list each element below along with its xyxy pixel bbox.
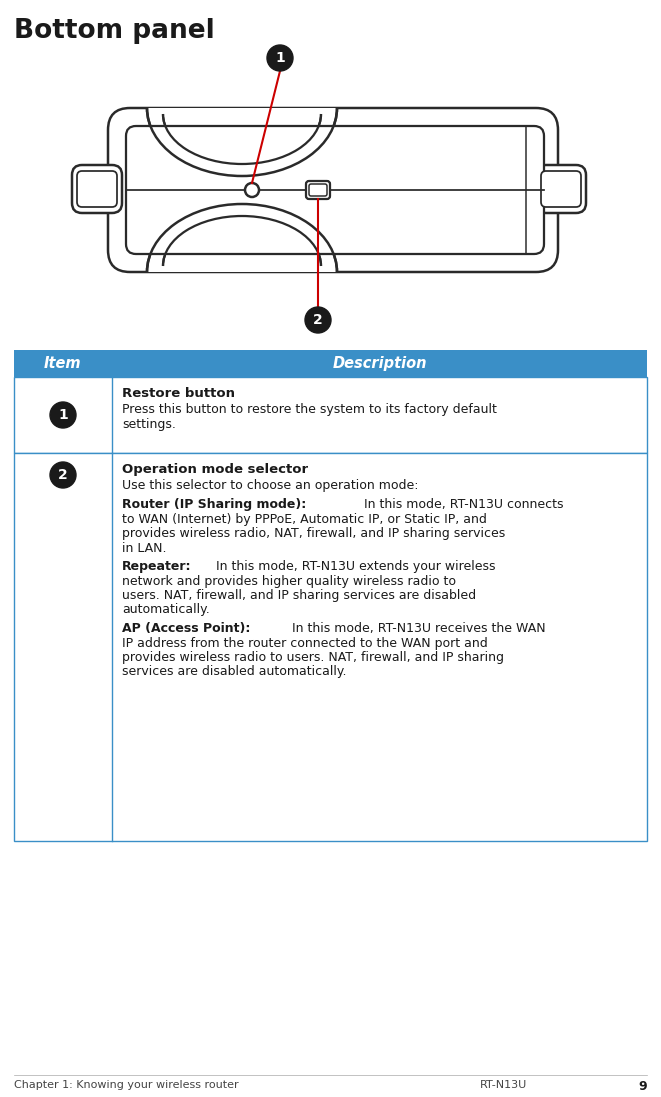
Text: Description: Description — [332, 357, 427, 371]
Text: 2: 2 — [58, 468, 68, 482]
Bar — [14, 350, 647, 377]
FancyBboxPatch shape — [72, 165, 122, 213]
FancyBboxPatch shape — [77, 171, 117, 207]
Text: Bottom panel: Bottom panel — [14, 18, 215, 44]
Text: In this mode, RT-N13U connects: In this mode, RT-N13U connects — [360, 498, 563, 511]
Circle shape — [50, 462, 76, 488]
Text: RT-N13U: RT-N13U — [480, 1081, 527, 1090]
Text: Router (IP Sharing mode):: Router (IP Sharing mode): — [122, 498, 306, 511]
Text: automatically.: automatically. — [122, 603, 210, 617]
Text: Use this selector to choose an operation mode:: Use this selector to choose an operation… — [122, 479, 418, 493]
Text: Item: Item — [44, 357, 82, 371]
Circle shape — [305, 307, 331, 333]
Text: provides wireless radio to users. NAT, firewall, and IP sharing: provides wireless radio to users. NAT, f… — [122, 651, 504, 664]
Circle shape — [267, 45, 293, 71]
FancyBboxPatch shape — [108, 108, 558, 272]
Wedge shape — [147, 108, 337, 203]
Bar — [14, 377, 647, 453]
Text: users. NAT, firewall, and IP sharing services are disabled: users. NAT, firewall, and IP sharing ser… — [122, 589, 476, 602]
Text: provides wireless radio, NAT, firewall, and IP sharing services: provides wireless radio, NAT, firewall, … — [122, 527, 505, 540]
Text: 2: 2 — [313, 313, 323, 327]
FancyBboxPatch shape — [536, 165, 586, 213]
Text: network and provides higher quality wireless radio to: network and provides higher quality wire… — [122, 575, 456, 588]
Text: Chapter 1: Knowing your wireless router: Chapter 1: Knowing your wireless router — [14, 1081, 239, 1090]
Text: 1: 1 — [275, 50, 285, 65]
Circle shape — [50, 402, 76, 428]
Text: Restore button: Restore button — [122, 387, 235, 400]
Wedge shape — [147, 177, 337, 272]
Text: AP (Access Point):: AP (Access Point): — [122, 622, 251, 635]
FancyBboxPatch shape — [309, 184, 327, 196]
Text: to WAN (Internet) by PPPoE, Automatic IP, or Static IP, and: to WAN (Internet) by PPPoE, Automatic IP… — [122, 512, 487, 525]
Text: IP address from the router connected to the WAN port and: IP address from the router connected to … — [122, 636, 488, 649]
Text: in LAN.: in LAN. — [122, 542, 167, 554]
Text: settings.: settings. — [122, 418, 176, 431]
Text: 9: 9 — [639, 1081, 647, 1093]
Text: In this mode, RT-N13U extends your wireless: In this mode, RT-N13U extends your wirel… — [212, 559, 495, 573]
Text: 1: 1 — [58, 408, 68, 422]
Text: In this mode, RT-N13U receives the WAN: In this mode, RT-N13U receives the WAN — [288, 622, 545, 635]
Circle shape — [245, 183, 259, 197]
Text: Operation mode selector: Operation mode selector — [122, 463, 308, 476]
FancyBboxPatch shape — [126, 126, 544, 255]
FancyBboxPatch shape — [541, 171, 581, 207]
FancyBboxPatch shape — [306, 181, 330, 199]
Text: Repeater:: Repeater: — [122, 559, 192, 573]
Bar — [14, 453, 647, 841]
Text: services are disabled automatically.: services are disabled automatically. — [122, 666, 346, 679]
Text: Press this button to restore the system to its factory default: Press this button to restore the system … — [122, 404, 497, 417]
